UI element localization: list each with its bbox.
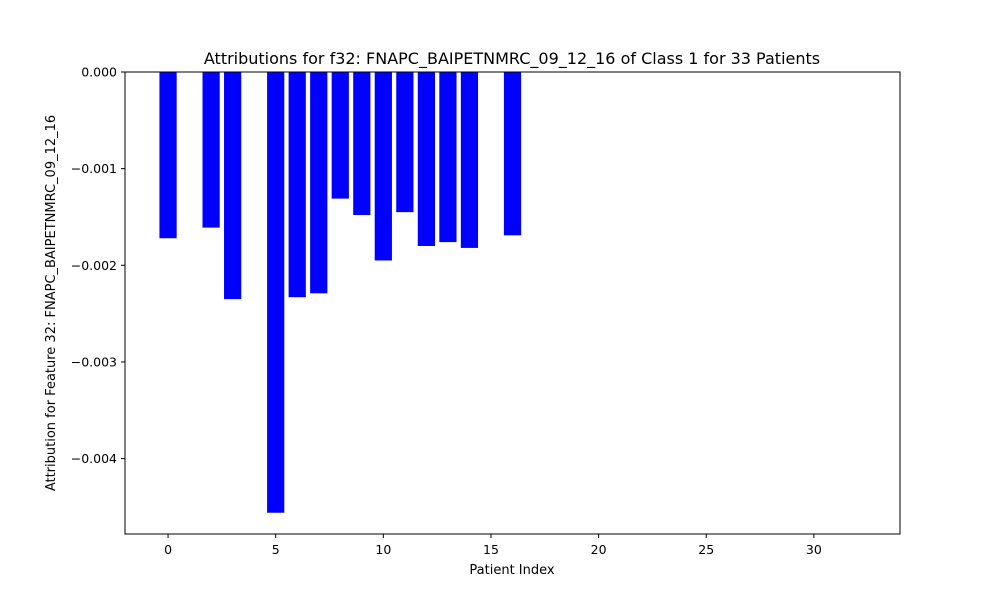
bars xyxy=(159,72,522,513)
y-tick-label: −0.001 xyxy=(71,161,117,176)
bar-patient-9 xyxy=(353,72,371,216)
bar-patient-6 xyxy=(288,72,306,298)
chart-title: Attributions for f32: FNAPC_BAIPETNMRC_0… xyxy=(204,49,820,69)
x-tick-label: 10 xyxy=(375,542,391,557)
y-tick-label: −0.002 xyxy=(71,258,117,273)
bar-patient-0 xyxy=(159,72,177,239)
bar-patient-8 xyxy=(331,72,349,199)
bar-patient-12 xyxy=(417,72,435,246)
x-tick-label: 25 xyxy=(698,542,714,557)
x-tick-label: 20 xyxy=(591,542,607,557)
bar-patient-13 xyxy=(439,72,457,243)
bar-patient-16 xyxy=(503,72,522,236)
x-tick-label: 30 xyxy=(806,542,822,557)
x-axis-ticks: 0 5 10 15 20 25 30 xyxy=(164,534,822,557)
y-tick-label: 0.000 xyxy=(81,65,117,80)
y-axis-ticks: 0.000 −0.001 −0.002 −0.003 −0.004 xyxy=(71,65,125,466)
x-tick-label: 5 xyxy=(272,542,280,557)
x-tick-label: 15 xyxy=(483,542,499,557)
bar-patient-10 xyxy=(374,72,392,261)
y-tick-label: −0.004 xyxy=(71,451,117,466)
bar-patient-14 xyxy=(460,72,479,248)
x-axis-label: Patient Index xyxy=(469,563,554,578)
plot-frame xyxy=(124,71,901,535)
bar-patient-7 xyxy=(310,72,328,294)
y-tick-label: −0.003 xyxy=(71,354,117,369)
bar-patient-11 xyxy=(396,72,414,213)
bar-patient-2 xyxy=(202,72,220,228)
y-axis-label: Attribution for Feature 32: FNAPC_BAIPET… xyxy=(44,115,59,491)
bar-patient-3 xyxy=(224,72,242,300)
bar-patient-5 xyxy=(267,72,285,513)
x-tick-label: 0 xyxy=(164,542,172,557)
